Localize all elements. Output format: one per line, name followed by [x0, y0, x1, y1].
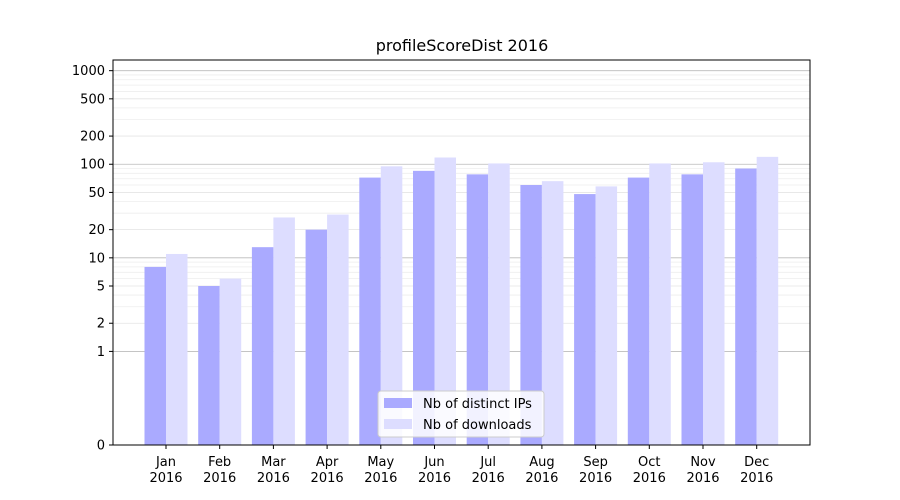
- bar-distinct-ips: [251, 247, 274, 445]
- y-tick-label: 50: [88, 186, 105, 201]
- x-tick-label: Jul 2016: [472, 455, 505, 486]
- y-tick-label: 10: [88, 251, 105, 266]
- y-tick-label: 20: [88, 223, 105, 238]
- bar-downloads: [595, 186, 618, 445]
- x-tick-label: Apr 2016: [311, 455, 344, 486]
- x-tick-label: Sep 2016: [579, 455, 612, 486]
- x-tick-label: Dec 2016: [740, 455, 773, 486]
- bar-downloads: [219, 278, 242, 445]
- bar-distinct-ips: [574, 194, 596, 445]
- bar-distinct-ips: [627, 177, 650, 446]
- y-tick-label: 5: [97, 280, 105, 295]
- bar-downloads: [541, 181, 564, 445]
- bar-downloads: [649, 163, 671, 445]
- bar-downloads: [756, 156, 779, 446]
- x-tick-label: Oct 2016: [633, 455, 666, 486]
- bar-distinct-ips: [413, 170, 435, 446]
- bar-downloads: [434, 157, 456, 445]
- bars: [144, 156, 779, 446]
- bar-downloads: [488, 163, 510, 445]
- bar-distinct-ips: [305, 229, 328, 445]
- bar-distinct-ips: [681, 174, 703, 445]
- y-tick-label: 500: [80, 92, 105, 107]
- y-tick-label: 0: [97, 439, 105, 454]
- legend-swatch: [384, 419, 412, 429]
- bar-distinct-ips: [359, 177, 381, 446]
- bar-distinct-ips: [520, 185, 542, 445]
- y-tick-label: 200: [80, 130, 105, 145]
- legend-box: [377, 390, 545, 438]
- x-tick-label: Mar 2016: [257, 455, 290, 486]
- y-tick-label: 2: [97, 317, 105, 332]
- bar-downloads: [380, 166, 403, 445]
- bar-downloads: [166, 253, 188, 445]
- bar-downloads: [703, 162, 725, 446]
- x-axis: Jan 2016 Feb 2016 Mar 2016 Apr 2016 May 2016 Jun 20…: [149, 445, 773, 486]
- x-tick-label: Nov 2016: [686, 455, 719, 486]
- legend: Nb of distinct IPs Nb of downloads: [377, 390, 545, 438]
- legend-label: Nb of distinct IPs: [423, 397, 532, 412]
- bar-downloads: [273, 217, 295, 445]
- legend-swatch: [384, 398, 412, 408]
- legend-label: Nb of downloads: [423, 418, 532, 433]
- y-tick-label: 1000: [72, 64, 105, 79]
- y-axis: 0 1 2 5 10 20 50 100 200 500 1000: [72, 64, 113, 454]
- bar-downloads: [327, 214, 349, 445]
- x-tick-label: Jan 2016: [149, 455, 182, 486]
- x-tick-label: May 2016: [364, 455, 397, 486]
- y-tick-label: 1: [97, 345, 105, 360]
- x-tick-label: Jun 2016: [418, 455, 451, 486]
- bar-distinct-ips: [735, 168, 757, 445]
- plot-frame: [112, 59, 811, 446]
- bar-distinct-ips: [144, 266, 166, 445]
- x-tick-label: Feb 2016: [203, 455, 236, 486]
- x-tick-label: Aug 2016: [525, 455, 558, 486]
- chart-title: profileScoreDist 2016: [376, 36, 549, 55]
- bar-distinct-ips: [466, 174, 489, 445]
- y-tick-label: 100: [80, 158, 105, 173]
- bar-distinct-ips: [198, 286, 220, 445]
